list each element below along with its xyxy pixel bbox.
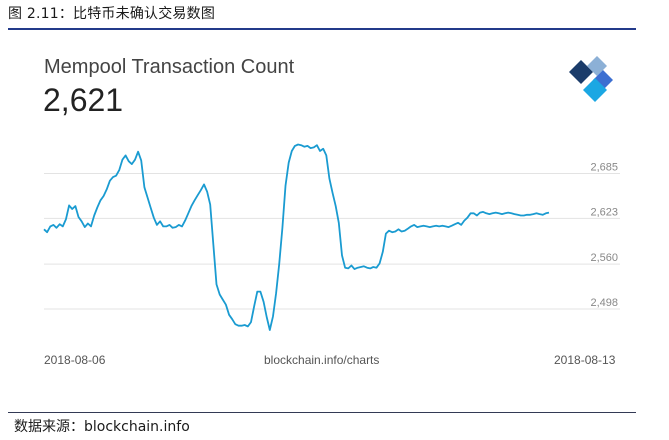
x-tick-start: 2018-08-06 (44, 353, 106, 367)
caption-rule (8, 28, 636, 30)
chart-url-label: blockchain.info/charts (264, 353, 380, 367)
y-tick-label: 2,685 (590, 161, 618, 173)
source-rule (8, 412, 636, 413)
logo-light-tile (583, 78, 607, 102)
current-value: 2,621 (43, 82, 124, 118)
figure-caption: 图 2.11：比特币未确认交易数图 (8, 6, 216, 22)
y-tick-label: 2,498 (590, 297, 618, 309)
chart-title: Mempool Transaction Count (44, 56, 295, 78)
gridlines (44, 172, 620, 310)
y-tick-label: 2,560 (590, 252, 618, 264)
blockchain-logo-icon (569, 56, 613, 102)
y-tick-label: 2,623 (590, 206, 618, 218)
series-line (43, 143, 550, 331)
data-source: 数据来源：blockchain.info (14, 419, 190, 435)
y-tick-labels: 2,498 2,560 2,623 2,685 (590, 161, 618, 309)
x-tick-end: 2018-08-13 (554, 353, 616, 367)
